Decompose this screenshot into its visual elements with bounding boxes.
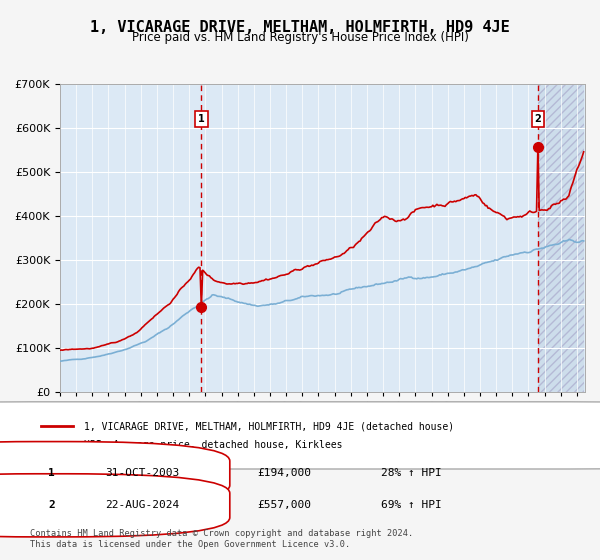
Text: 1: 1 bbox=[198, 114, 205, 124]
FancyBboxPatch shape bbox=[0, 474, 230, 537]
Text: 1, VICARAGE DRIVE, MELTHAM, HOLMFIRTH, HD9 4JE: 1, VICARAGE DRIVE, MELTHAM, HOLMFIRTH, H… bbox=[90, 20, 510, 35]
Text: Contains HM Land Registry data © Crown copyright and database right 2024.
This d: Contains HM Land Registry data © Crown c… bbox=[30, 529, 413, 549]
Text: 1: 1 bbox=[48, 468, 55, 478]
FancyBboxPatch shape bbox=[0, 402, 600, 469]
Text: HPI: Average price, detached house, Kirklees: HPI: Average price, detached house, Kirk… bbox=[84, 440, 343, 450]
Text: Price paid vs. HM Land Registry's House Price Index (HPI): Price paid vs. HM Land Registry's House … bbox=[131, 31, 469, 44]
Text: £557,000: £557,000 bbox=[257, 500, 311, 510]
FancyBboxPatch shape bbox=[0, 442, 230, 505]
Text: 22-AUG-2024: 22-AUG-2024 bbox=[106, 500, 180, 510]
Text: 2: 2 bbox=[48, 500, 55, 510]
Text: 69% ↑ HPI: 69% ↑ HPI bbox=[381, 500, 442, 510]
Text: 28% ↑ HPI: 28% ↑ HPI bbox=[381, 468, 442, 478]
Text: £194,000: £194,000 bbox=[257, 468, 311, 478]
Text: 1, VICARAGE DRIVE, MELTHAM, HOLMFIRTH, HD9 4JE (detached house): 1, VICARAGE DRIVE, MELTHAM, HOLMFIRTH, H… bbox=[84, 421, 454, 431]
Text: 2: 2 bbox=[535, 114, 541, 124]
Text: 31-OCT-2003: 31-OCT-2003 bbox=[106, 468, 180, 478]
